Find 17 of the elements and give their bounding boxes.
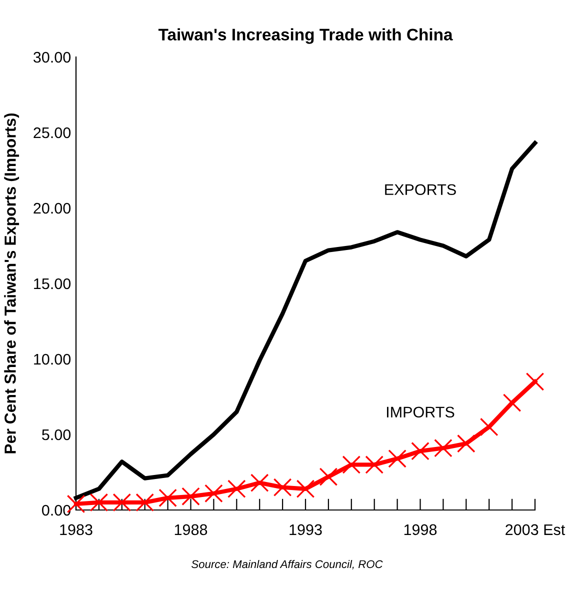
y-tick-label: 0.00 — [42, 504, 71, 516]
source-note: Source: Mainland Affairs Council, ROC — [192, 560, 383, 570]
chart-title: Taiwan's Increasing Trade with China — [158, 28, 453, 44]
x-tick-label: 1993 — [290, 524, 322, 536]
text: EXPORTS — [385, 184, 456, 196]
y-axis-title: Per Cent Share of Taiwan's Exports (Imports) — [4, 113, 20, 454]
y-tick-label: 20.00 — [34, 202, 71, 214]
x-tick-label: 2003 Est — [506, 524, 566, 536]
x-tick-label: 1983 — [60, 524, 92, 536]
series-label: IMPORTS — [386, 406, 454, 418]
y-tick-label: 15.00 — [34, 278, 71, 290]
y-tick-label: 25.00 — [34, 127, 71, 138]
y-tick-label: 5.00 — [42, 429, 71, 440]
x-tick-label: 1988 — [174, 524, 208, 536]
y-tick-label: 10.00 — [34, 354, 71, 365]
x-tick-label: 1998 — [404, 524, 437, 536]
y-tick-label: 30.00 — [33, 52, 71, 63]
